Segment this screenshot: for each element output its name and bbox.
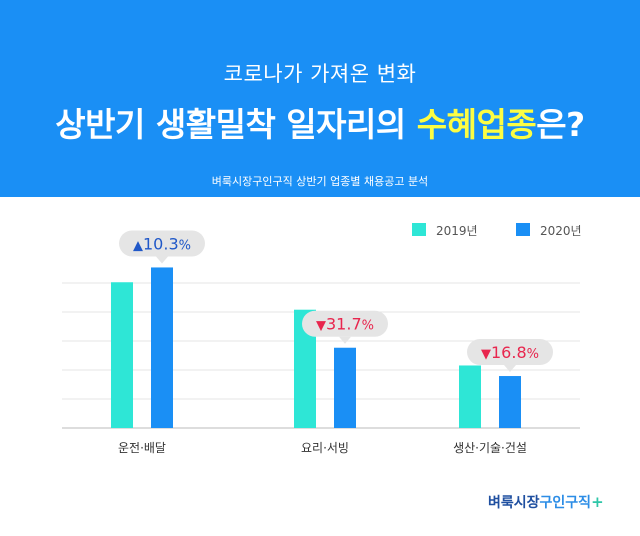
change-bubble-pointer xyxy=(504,365,516,373)
change-arrow-icon: ▲ xyxy=(133,238,143,253)
change-bubble xyxy=(467,339,553,366)
change-value: 16.8 xyxy=(491,343,527,362)
header-banner: 코로나가 가져온 변화 상반기 생활밀착 일자리의 수혜업종은? 벼룩시장구인구… xyxy=(0,0,640,197)
change-bubble-pointer xyxy=(339,336,351,344)
bar-2020-1 xyxy=(151,267,173,428)
subtitle: 코로나가 가져온 변화 xyxy=(223,62,417,86)
change-label: ▼31.7% xyxy=(316,315,374,334)
bar-2019-2 xyxy=(294,309,316,428)
change-unit: % xyxy=(362,319,374,334)
change-unit: % xyxy=(527,347,539,362)
title-part1: 상반기 생활밀착 일자리의 xyxy=(55,105,417,144)
title-part2: 은? xyxy=(536,105,585,144)
title-highlight: 수혜업종 xyxy=(416,105,537,144)
bar-2020-2 xyxy=(334,347,356,428)
legend-label-2020: 2020년 xyxy=(540,224,582,238)
bar-2020-3 xyxy=(499,376,521,428)
source-note: 벼룩시장구인구직 상반기 업종별 채용공고 분석 xyxy=(211,175,429,188)
change-arrow-icon: ▼ xyxy=(316,319,326,334)
page-title: 상반기 생활밀착 일자리의 수혜업종은? xyxy=(0,98,640,146)
legend-swatch-2020 xyxy=(516,223,530,236)
change-bubble-pointer xyxy=(156,256,168,264)
category-label: 운전·배달 xyxy=(118,441,166,455)
category-label: 생산·기술·건설 xyxy=(453,441,527,455)
category-label: 요리·서빙 xyxy=(301,441,349,455)
change-value: 10.3 xyxy=(143,234,179,253)
logo-part2: 구인구직 xyxy=(539,495,592,511)
bar-2019-1 xyxy=(111,282,133,428)
legend-swatch-2019 xyxy=(412,223,426,236)
legend-label-2019: 2019년 xyxy=(436,224,478,238)
bar-chart: 2019년 2020년운전·배달▲10.3%요리·서빙▼31.7%생산·기술·건설… xyxy=(62,223,582,455)
change-label: ▲10.3% xyxy=(133,234,191,253)
logo-part1: 벼룩시장 xyxy=(488,495,540,511)
change-bubble xyxy=(119,230,205,257)
change-value: 31.7 xyxy=(326,315,362,334)
logo-plus: + xyxy=(591,493,604,511)
change-bubble xyxy=(302,310,388,337)
bar-2019-3 xyxy=(459,365,481,428)
brand-logo: 벼룩시장구인구직+ xyxy=(488,492,604,512)
change-label: ▼16.8% xyxy=(481,343,539,362)
change-unit: % xyxy=(179,238,191,253)
change-arrow-icon: ▼ xyxy=(481,347,491,362)
